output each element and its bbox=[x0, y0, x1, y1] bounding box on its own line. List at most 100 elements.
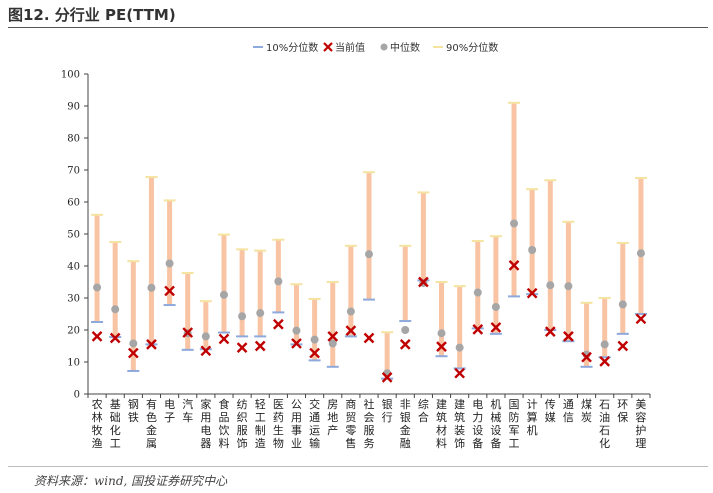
current-marker-stroke bbox=[273, 318, 284, 330]
median-dot bbox=[292, 326, 301, 335]
range-bar bbox=[366, 172, 372, 300]
source-divider bbox=[8, 466, 708, 467]
current-marker bbox=[418, 276, 429, 288]
current-marker bbox=[146, 339, 157, 350]
range-bar bbox=[275, 239, 281, 313]
median-dot bbox=[201, 332, 210, 341]
category-label: 基础化工 bbox=[110, 398, 121, 450]
category-label: 传媒 bbox=[545, 398, 556, 424]
category-label: 电力设备 bbox=[472, 398, 483, 450]
axes: 0 10 20 30 40 50 60 70 80 90 100 bbox=[61, 70, 651, 401]
category-label: 煤炭 bbox=[581, 398, 592, 424]
current-marker-stroke bbox=[236, 342, 248, 353]
range-bar bbox=[602, 298, 608, 358]
category-label: 商贸零售 bbox=[345, 397, 356, 450]
range-bar bbox=[529, 189, 535, 295]
category-label: 有色金属 bbox=[146, 397, 157, 450]
category-label: 综合 bbox=[418, 397, 429, 424]
category-label: 银行 bbox=[382, 397, 393, 424]
range-bar bbox=[203, 301, 209, 350]
legend-median-label: 中位数 bbox=[390, 41, 420, 54]
range-bar bbox=[439, 282, 445, 357]
category-label: 交通运输 bbox=[309, 397, 320, 450]
current-marker-stroke bbox=[472, 324, 484, 335]
current-marker-stroke bbox=[345, 325, 357, 336]
range-bar bbox=[547, 180, 553, 330]
y-tick-label: 100 bbox=[61, 70, 80, 81]
current-marker bbox=[182, 327, 194, 338]
current-marker bbox=[381, 372, 393, 383]
current-marker-stroke bbox=[109, 332, 121, 344]
current-marker-stroke bbox=[635, 313, 647, 325]
category-label: 电子 bbox=[164, 398, 175, 424]
median-dot bbox=[401, 326, 410, 334]
current-marker-stroke bbox=[508, 260, 520, 271]
range-bar bbox=[620, 242, 626, 334]
current-marker-stroke bbox=[291, 338, 302, 349]
range-bar bbox=[402, 245, 408, 322]
median-dot bbox=[238, 312, 247, 321]
current-marker-stroke bbox=[164, 285, 175, 297]
current-marker bbox=[91, 331, 103, 342]
current-marker-stroke bbox=[581, 351, 592, 363]
current-marker-stroke bbox=[399, 339, 411, 350]
figure-title: 图12. 分行业 PE(TTM) bbox=[8, 6, 176, 24]
y-tick-label: 90 bbox=[67, 102, 80, 113]
current-marker bbox=[236, 342, 248, 353]
range-bar bbox=[112, 242, 118, 338]
range-bar bbox=[239, 249, 245, 337]
range-bar bbox=[638, 178, 644, 314]
current-marker bbox=[544, 326, 556, 337]
median-dot bbox=[165, 259, 174, 268]
range-bar bbox=[312, 298, 318, 361]
current-marker-stroke bbox=[418, 276, 429, 288]
y-tick-label: 40 bbox=[67, 262, 80, 273]
current-marker-stroke bbox=[309, 347, 320, 359]
current-marker-stroke bbox=[454, 367, 465, 379]
median-dot bbox=[455, 343, 464, 352]
median-dot bbox=[636, 249, 645, 258]
y-tick-label: 60 bbox=[67, 198, 80, 209]
category-label: 建筑装饰 bbox=[454, 397, 465, 450]
range-bar bbox=[293, 284, 299, 345]
range-bar bbox=[167, 200, 173, 306]
current-marker bbox=[472, 324, 484, 335]
current-marker bbox=[273, 318, 284, 330]
category-label: 美容护理 bbox=[635, 398, 646, 450]
category-label: 轻工制造 bbox=[255, 397, 266, 450]
current-marker-stroke bbox=[544, 326, 556, 337]
category-label: 国防军工 bbox=[509, 398, 520, 450]
current-marker-stroke bbox=[526, 287, 538, 299]
category-label: 计算机 bbox=[527, 398, 538, 437]
range-bar bbox=[475, 241, 481, 329]
current-marker-stroke bbox=[218, 333, 230, 345]
current-marker bbox=[508, 260, 520, 271]
current-marker-stroke bbox=[200, 345, 212, 357]
range-bar bbox=[94, 214, 100, 322]
median-dot bbox=[510, 219, 519, 228]
y-tick-label: 80 bbox=[67, 134, 80, 145]
category-label: 房地产 bbox=[327, 398, 338, 437]
range-bar bbox=[584, 302, 590, 367]
chart-marks bbox=[91, 101, 647, 383]
median-dot bbox=[219, 290, 228, 299]
legend-p90-label: 90%分位数 bbox=[446, 41, 498, 54]
range-bar bbox=[565, 221, 571, 342]
range-bar bbox=[457, 286, 463, 369]
median-dot bbox=[111, 305, 120, 314]
current-marker bbox=[327, 331, 339, 342]
current-marker bbox=[599, 356, 611, 367]
title-divider bbox=[8, 27, 708, 28]
current-marker bbox=[345, 325, 357, 336]
pe-ttm-chart: 10%分位数 当前值 中位数 90%分位数 0 10 20 30 40 50 60 70 80 9… bbox=[61, 41, 651, 450]
range-bar bbox=[511, 102, 517, 297]
current-marker bbox=[490, 322, 502, 333]
legend-current-swatch bbox=[323, 42, 333, 52]
y-tick-label: 10 bbox=[67, 358, 80, 369]
legend-p10-label: 10%分位数 bbox=[266, 41, 318, 54]
range-bar bbox=[330, 282, 336, 367]
range-bar bbox=[348, 245, 354, 337]
category-label: 建筑材料 bbox=[436, 397, 447, 450]
category-label: 汽车 bbox=[182, 397, 193, 424]
range-bar bbox=[493, 236, 499, 334]
